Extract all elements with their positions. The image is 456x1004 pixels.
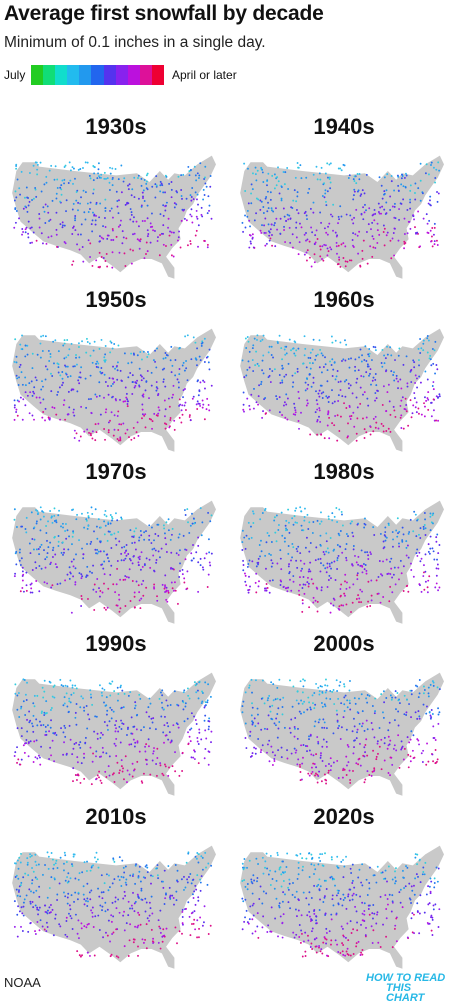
legend-swatch <box>55 65 68 85</box>
station-dots <box>13 678 213 786</box>
station-dots <box>13 161 213 269</box>
us-map <box>12 500 216 624</box>
decade-label: 1970s <box>85 459 147 484</box>
legend-swatch <box>127 65 140 85</box>
land-shape <box>240 328 444 452</box>
map-panel-1990s: 1990s <box>2 630 230 806</box>
decade-label: 1950s <box>85 287 147 312</box>
us-map <box>240 845 444 969</box>
us-map <box>240 155 444 279</box>
station-dots <box>13 851 213 959</box>
station-dots <box>241 851 441 958</box>
station-dots <box>13 506 213 614</box>
legend-swatch <box>67 65 80 85</box>
us-map <box>240 500 444 624</box>
decade-label: 1940s <box>313 114 375 139</box>
decade-label: 2000s <box>313 631 375 656</box>
legend-color-scale <box>31 65 165 85</box>
legend-swatch <box>139 65 152 85</box>
land-shape <box>240 845 444 969</box>
land-shape <box>12 500 216 624</box>
map-panel-1970s: 1970s <box>2 458 230 634</box>
map-panel-1940s: 1940s <box>230 113 456 289</box>
station-dots <box>241 506 441 614</box>
legend-swatch <box>31 65 44 85</box>
map-panel-2020s: 2020s <box>230 803 456 979</box>
us-map <box>12 845 216 969</box>
map-panel-2000s: 2000s <box>230 630 456 806</box>
legend-swatch <box>103 65 116 85</box>
decade-label: 1930s <box>85 114 147 139</box>
station-dots <box>241 334 441 442</box>
legend-swatch <box>79 65 92 85</box>
station-dots <box>241 161 441 268</box>
decade-label: 2020s <box>313 804 375 829</box>
decade-label: 1960s <box>313 287 375 312</box>
brand-logo: HOW TO READ THIS CHART <box>366 972 446 1004</box>
land-shape <box>12 155 216 279</box>
legend-swatch <box>115 65 128 85</box>
chart-title: Average first snowfall by decade <box>4 2 324 25</box>
legend-swatch <box>151 65 165 85</box>
us-map <box>240 328 444 452</box>
legend-end-label: April or later <box>172 68 237 82</box>
color-legend: July April or later <box>0 64 456 88</box>
station-dots <box>241 678 441 785</box>
legend-swatch <box>91 65 104 85</box>
legend-swatch <box>43 65 56 85</box>
source-credit: NOAA <box>4 975 41 990</box>
decade-label: 1990s <box>85 631 147 656</box>
land-shape <box>12 845 216 969</box>
map-panel-1980s: 1980s <box>230 458 456 634</box>
station-dots <box>13 334 213 442</box>
us-map <box>12 672 216 796</box>
map-panel-1950s: 1950s <box>2 286 230 462</box>
us-map <box>12 328 216 452</box>
legend-start-label: July <box>4 68 26 82</box>
decade-label: 2010s <box>85 804 147 829</box>
us-map <box>240 672 444 796</box>
map-panel-1930s: 1930s <box>2 113 230 289</box>
us-map <box>12 155 216 279</box>
land-shape <box>12 328 216 452</box>
chart-subtitle: Minimum of 0.1 inches in a single day. <box>4 34 266 51</box>
map-panel-1960s: 1960s <box>230 286 456 462</box>
decade-label: 1980s <box>313 459 375 484</box>
map-panel-2010s: 2010s <box>2 803 230 979</box>
